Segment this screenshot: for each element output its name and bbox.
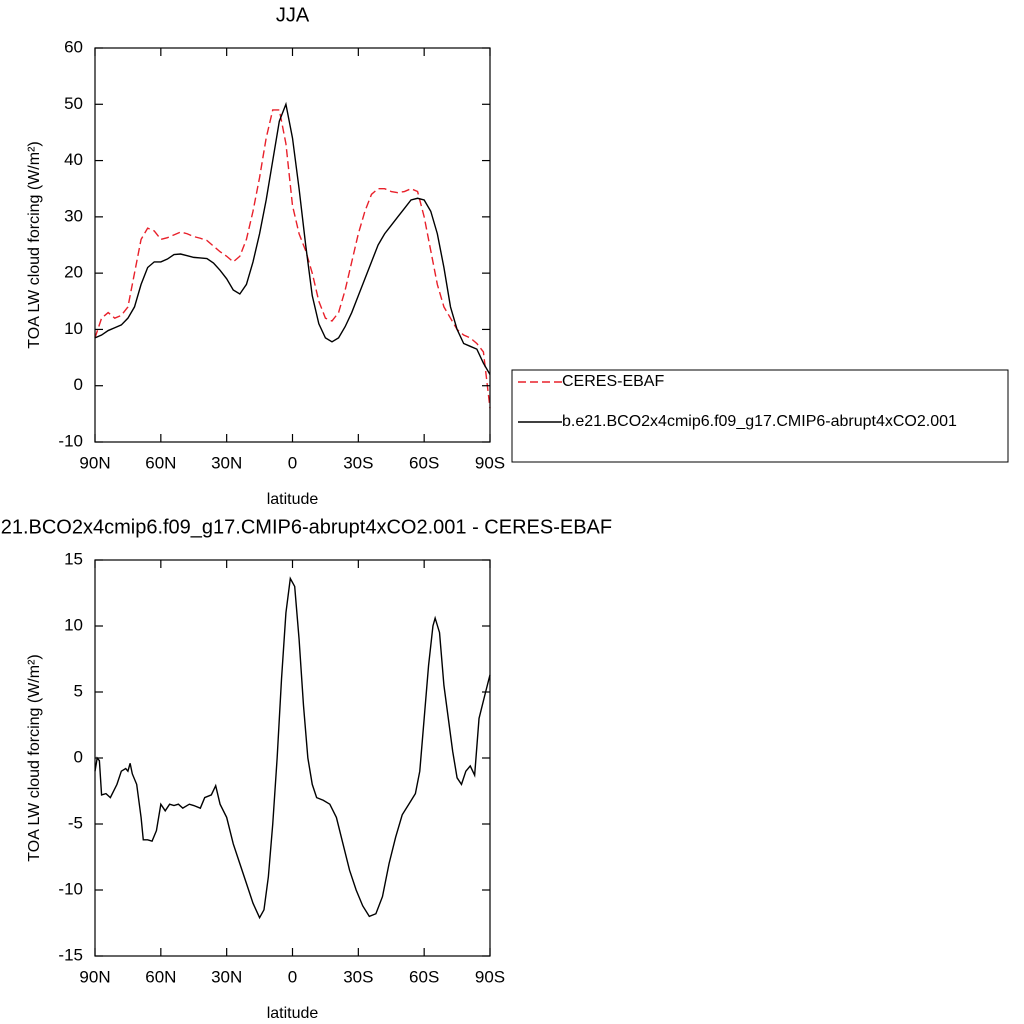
y-tick-label: 15 (64, 549, 83, 568)
x-tick-label: 0 (288, 453, 297, 472)
plot: b.e21.BCO2x4cmip6.f09_g17.CMIP6-abrupt4x… (0, 516, 612, 1022)
y-axis-label: TOA LW cloud forcing (W/m²) (26, 141, 43, 348)
y-tick-label: 0 (74, 747, 83, 766)
data-line (94, 576, 491, 920)
y-tick-label: 0 (74, 375, 83, 394)
legend-box (511, 369, 1009, 463)
x-tick-label: 90S (475, 967, 505, 986)
chart-title: JJA (276, 4, 310, 26)
y-tick-label: -10 (58, 431, 83, 450)
plot-frame (94, 47, 491, 443)
y-tick-label: 30 (64, 206, 83, 225)
x-tick-label: 30N (211, 967, 242, 986)
legend-label: CERES-EBAF (562, 373, 664, 390)
y-tick-label: 20 (64, 263, 83, 282)
data-line (94, 101, 491, 375)
y-axis-label: TOA LW cloud forcing (W/m²) (26, 654, 43, 861)
x-tick-label: 0 (288, 967, 297, 986)
chart-title: b.e21.BCO2x4cmip6.f09_g17.CMIP6-abrupt4x… (0, 516, 612, 538)
y-tick-label: -5 (68, 813, 83, 832)
plot: JJA latitude TOA LW cloud forcing (W/m²) 90… (26, 4, 505, 508)
x-tick-label: 60N (145, 967, 176, 986)
y-tick-label: 50 (64, 94, 83, 113)
x-tick-label: 30S (343, 967, 373, 986)
x-tick-label: 90N (79, 453, 110, 472)
data-line (94, 109, 491, 409)
x-tick-label: 30S (343, 453, 373, 472)
x-tick-label: 90N (79, 967, 110, 986)
y-tick-label: 60 (64, 37, 83, 56)
x-tick-label: 30N (211, 453, 242, 472)
x-tick-label: 90S (475, 453, 505, 472)
y-tick-label: -10 (58, 879, 83, 898)
plot-frame (94, 559, 491, 957)
x-tick-label: 60S (409, 967, 439, 986)
y-tick-label: 40 (64, 150, 83, 169)
x-tick-label: 60N (145, 453, 176, 472)
x-axis-label: latitude (267, 491, 319, 508)
y-tick-label: 10 (64, 615, 83, 634)
legend-label: b.e21.BCO2x4cmip6.f09_g17.CMIP6-abrupt4x… (562, 413, 957, 430)
y-tick-label: 10 (64, 319, 83, 338)
y-tick-label: -15 (58, 945, 83, 964)
legend: CERES-EBAF b.e21.BCO2x4cmip6.f09_g17.CMIP… (511, 369, 1009, 463)
x-tick-label: 60S (409, 453, 439, 472)
y-tick-label: 5 (74, 681, 83, 700)
x-axis-label: latitude (267, 1005, 319, 1022)
